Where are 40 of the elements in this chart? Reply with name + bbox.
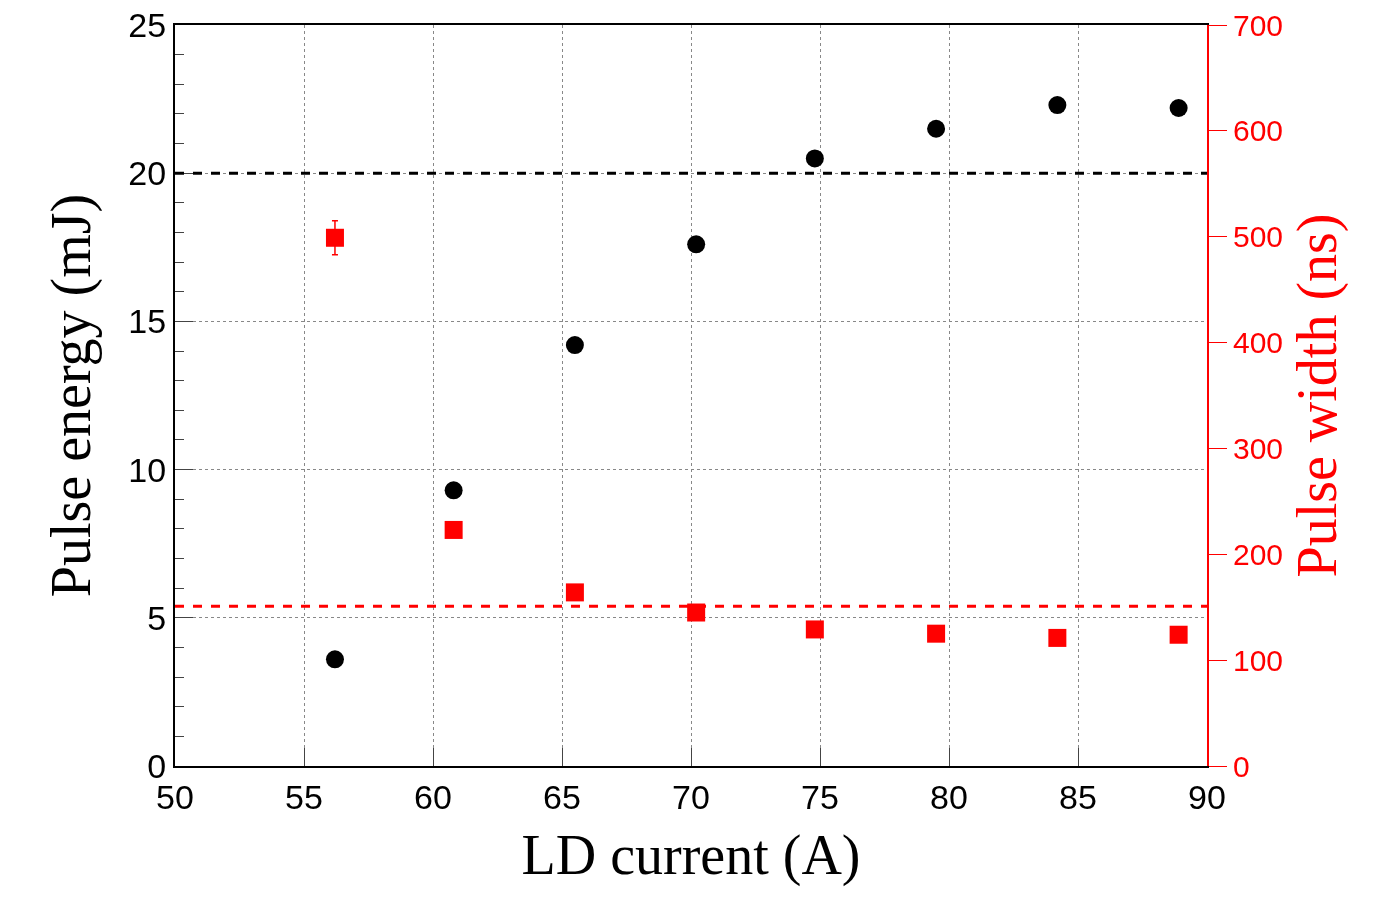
- x-tick-label: 90: [1188, 777, 1226, 816]
- x-tick-label: 60: [414, 777, 452, 816]
- y2-tick-label: 600: [1233, 114, 1284, 148]
- y2-tick-label: 500: [1233, 220, 1284, 254]
- point: [805, 149, 824, 168]
- y-axis-title: Pulse energy (mJ): [39, 193, 103, 598]
- y2-tick-label: 0: [1233, 749, 1250, 783]
- point: [1048, 628, 1067, 647]
- y2-tick-label: 200: [1233, 537, 1284, 571]
- y2-axis-title: Pulse width (ns): [1286, 213, 1350, 578]
- x-tick-label: 75: [801, 777, 839, 816]
- y-tick-label: 5: [147, 598, 167, 637]
- x-tick-label: 80: [930, 777, 968, 816]
- y2-tick-label: 700: [1233, 8, 1284, 42]
- x-axis-title: LD current (A): [521, 824, 861, 887]
- x-tick-label: 55: [285, 777, 323, 816]
- point: [687, 603, 706, 622]
- point: [927, 624, 946, 643]
- y2-tick-label: 400: [1233, 326, 1284, 360]
- point: [565, 583, 584, 602]
- point: [687, 235, 706, 254]
- y2-tick-label: 300: [1233, 431, 1284, 465]
- point: [444, 481, 463, 500]
- point: [1169, 625, 1188, 644]
- y-tick-label: 25: [128, 5, 167, 44]
- x-tick-label: 85: [1059, 777, 1097, 816]
- x-tick-label: 70: [672, 777, 710, 816]
- x-tick-label: 65: [543, 777, 581, 816]
- point: [325, 650, 344, 669]
- point: [325, 228, 344, 247]
- y-tick-label: 10: [128, 450, 167, 489]
- point: [805, 620, 824, 639]
- y-tick-label: 20: [128, 154, 167, 193]
- point: [444, 520, 463, 539]
- point: [1169, 98, 1188, 117]
- y-tick-label: 15: [128, 302, 167, 341]
- point: [565, 336, 584, 355]
- point: [927, 119, 946, 138]
- y2-tick-label: 100: [1233, 643, 1284, 677]
- point: [1048, 96, 1067, 115]
